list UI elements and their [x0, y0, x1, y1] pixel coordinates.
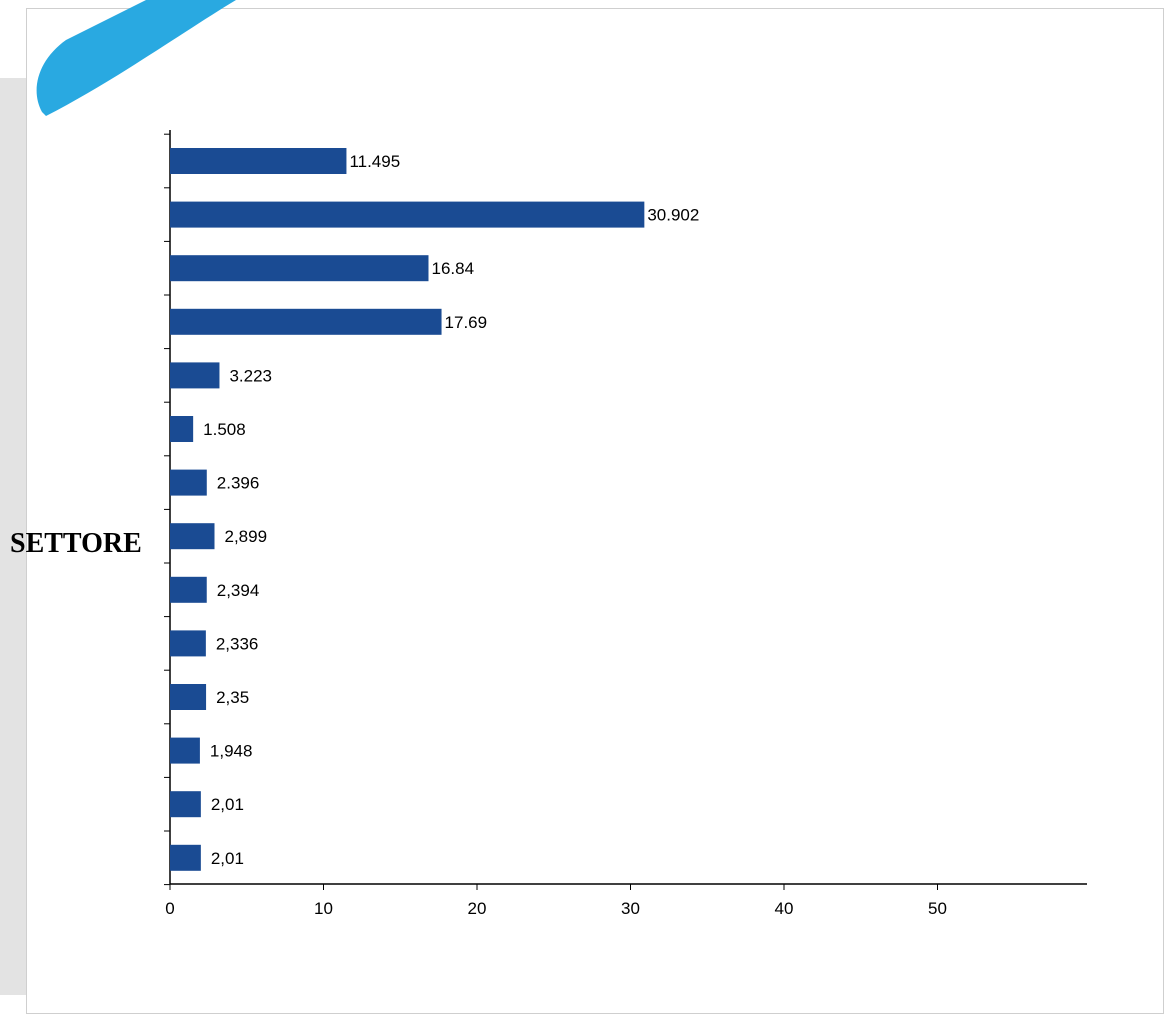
bar [170, 255, 429, 282]
bar [170, 308, 442, 335]
data-label: 1.508 [203, 420, 246, 439]
data-label: 2.396 [217, 474, 260, 493]
bar [170, 523, 215, 550]
data-label: 11.495 [349, 152, 400, 171]
bar [170, 148, 347, 174]
bar [170, 362, 220, 389]
bar [170, 630, 206, 657]
bar [170, 737, 200, 764]
x-tick-label: 0 [165, 899, 174, 918]
data-label: 2,899 [224, 527, 267, 546]
data-label: 3.223 [229, 366, 272, 385]
slide-frame [26, 8, 1164, 1014]
bar [170, 844, 201, 871]
bar [170, 576, 207, 603]
slide-title: Il profilo delle aziende intervistate [108, 0, 1008, 12]
data-label: 2,01 [211, 849, 244, 868]
bar [170, 416, 194, 442]
data-label: 30.902 [647, 206, 699, 225]
bar [170, 791, 201, 818]
data-label: 16.84 [431, 259, 474, 278]
x-tick-label: 30 [621, 899, 640, 918]
data-label: 2,336 [216, 634, 259, 653]
data-label: 2,35 [216, 688, 249, 707]
y-axis-label: SETTORE [10, 528, 142, 559]
data-label: 2,394 [217, 581, 260, 600]
x-tick-label: 40 [775, 899, 794, 918]
x-tick-label: 50 [928, 899, 947, 918]
accent-swoosh-icon [36, 0, 236, 116]
data-label: 2,01 [211, 795, 244, 814]
x-tick-label: 20 [468, 899, 487, 918]
x-tick-label: 10 [314, 899, 333, 918]
bar [170, 469, 207, 496]
bar [170, 201, 645, 228]
data-label: 1,948 [210, 742, 253, 761]
data-label: 17.69 [445, 313, 488, 332]
bar [170, 684, 207, 710]
